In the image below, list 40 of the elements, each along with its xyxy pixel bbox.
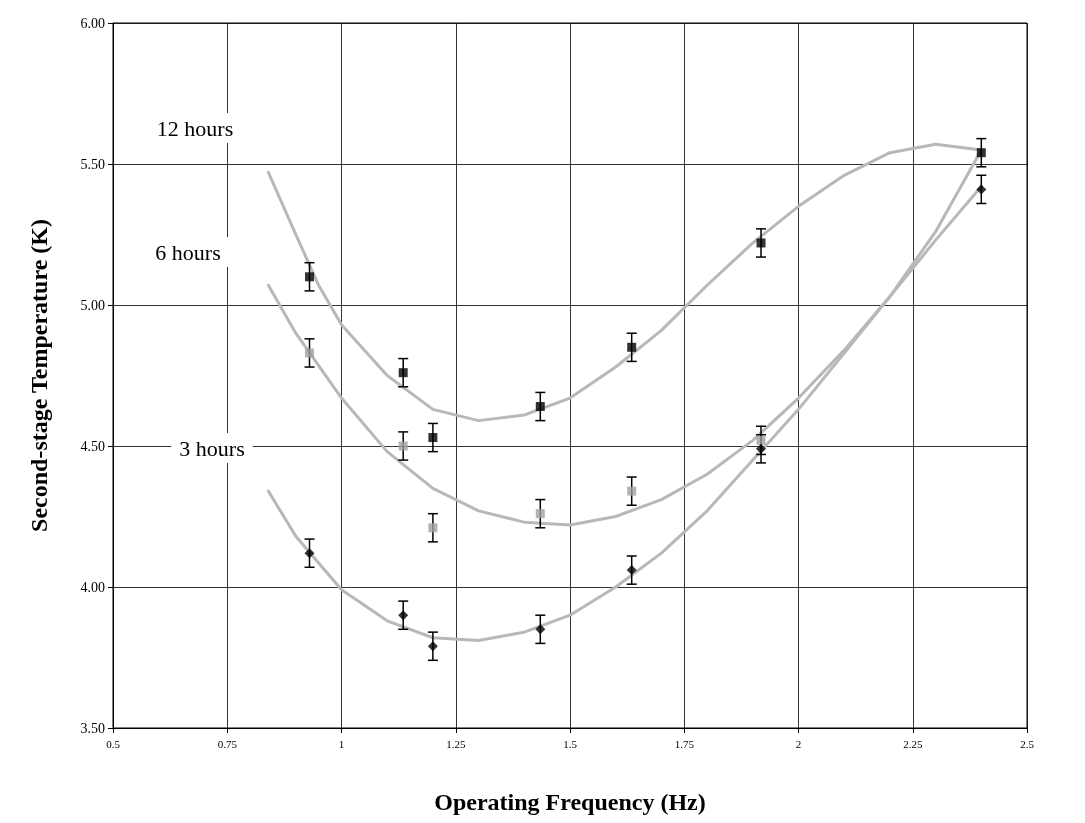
point bbox=[305, 272, 315, 282]
point bbox=[398, 368, 408, 378]
point bbox=[305, 348, 315, 358]
x-tick-label: 0.5 bbox=[106, 737, 121, 750]
point bbox=[398, 441, 408, 451]
point bbox=[427, 641, 438, 652]
x-tick-label: 1.5 bbox=[563, 737, 578, 750]
point bbox=[756, 238, 766, 248]
annotation: 12 hours bbox=[156, 115, 234, 141]
y-tick-label: 5.00 bbox=[80, 297, 105, 313]
point bbox=[428, 433, 438, 443]
point bbox=[976, 148, 986, 158]
annotation: 6 hours bbox=[155, 239, 221, 265]
point bbox=[756, 435, 766, 445]
point bbox=[398, 610, 409, 621]
point bbox=[535, 509, 545, 519]
y-tick-label: 5.50 bbox=[80, 156, 105, 172]
x-tick-label: 1.75 bbox=[674, 737, 695, 750]
point bbox=[756, 443, 767, 454]
point bbox=[304, 548, 315, 559]
x-axis-title: Operating Frequency (Hz) bbox=[434, 789, 706, 815]
annotation: 3 hours bbox=[179, 435, 245, 461]
y-tick-label: 4.50 bbox=[80, 438, 105, 454]
point bbox=[535, 402, 545, 412]
y-axis-title: Second-stage Temperature (K) bbox=[26, 219, 52, 532]
point bbox=[535, 624, 546, 635]
y-tick-label: 3.50 bbox=[80, 720, 105, 736]
point bbox=[626, 565, 637, 576]
x-tick-label: 2.5 bbox=[1020, 737, 1035, 750]
x-tick-label: 1.25 bbox=[446, 737, 466, 750]
y-tick-label: 4.00 bbox=[80, 579, 105, 595]
point bbox=[627, 486, 637, 496]
point bbox=[627, 342, 637, 352]
y-tick-label: 6.00 bbox=[80, 15, 105, 31]
point bbox=[428, 523, 438, 533]
x-tick-label: 2.25 bbox=[903, 737, 923, 750]
x-tick-label: 2 bbox=[795, 737, 802, 750]
x-tick-label: 0.75 bbox=[217, 737, 238, 750]
x-tick-label: 1 bbox=[338, 737, 345, 750]
point bbox=[976, 184, 987, 195]
